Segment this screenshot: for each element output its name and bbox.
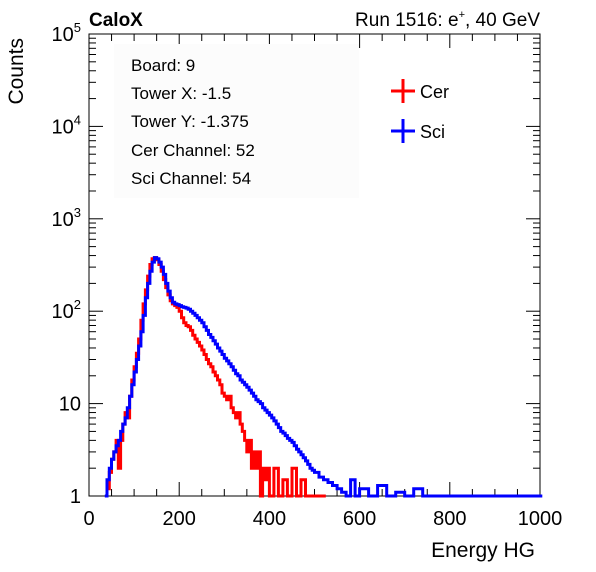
x-tick-label: 200	[163, 508, 196, 530]
x-axis-ticks: 0 200 400 600 800 1000	[83, 34, 562, 530]
info-tower-x: Tower X: -1.5	[131, 84, 231, 103]
info-board: Board: 9	[131, 56, 195, 75]
x-tick-label: 800	[433, 508, 466, 530]
header-left: CaloX	[89, 10, 143, 31]
y-tick-label: 10	[59, 394, 81, 416]
legend-marker-sci	[391, 119, 415, 143]
info-box: Board: 9 Tower X: -1.5 Tower Y: -1.375 C…	[114, 44, 359, 198]
x-axis-label: Energy HG	[431, 539, 535, 562]
y-tick-label: 104	[52, 112, 81, 138]
header-right-prefix: Run 1516: e	[355, 10, 459, 31]
y-tick-label: 103	[52, 205, 81, 231]
x-tick-label: 0	[83, 508, 94, 530]
series-layer	[104, 256, 543, 498]
series-line-sci	[104, 256, 543, 498]
series-line-cer	[105, 256, 326, 498]
y-tick-label: 102	[52, 297, 81, 323]
x-tick-label: 1000	[518, 508, 563, 530]
info-sci-channel: Sci Channel: 54	[131, 169, 251, 188]
y-tick-label: 105	[52, 20, 81, 46]
legend-marker-cer	[391, 79, 415, 103]
x-tick-label: 600	[343, 508, 376, 530]
legend: Cer Sci	[391, 79, 449, 143]
y-axis-ticks: 1 10 102 103 104 105	[52, 20, 540, 508]
header-right: Run 1516: e+, 40 GeV	[355, 9, 540, 31]
header-right-suffix: , 40 GeV	[465, 10, 540, 31]
legend-label-sci: Sci	[420, 122, 445, 142]
header-right-sup: +	[459, 9, 465, 21]
info-cer-channel: Cer Channel: 52	[131, 141, 255, 160]
legend-label-cer: Cer	[420, 82, 449, 102]
y-tick-label: 1	[70, 486, 81, 508]
y-axis-label: Counts	[5, 38, 28, 105]
info-tower-y: Tower Y: -1.375	[131, 112, 249, 131]
x-tick-label: 400	[253, 508, 286, 530]
